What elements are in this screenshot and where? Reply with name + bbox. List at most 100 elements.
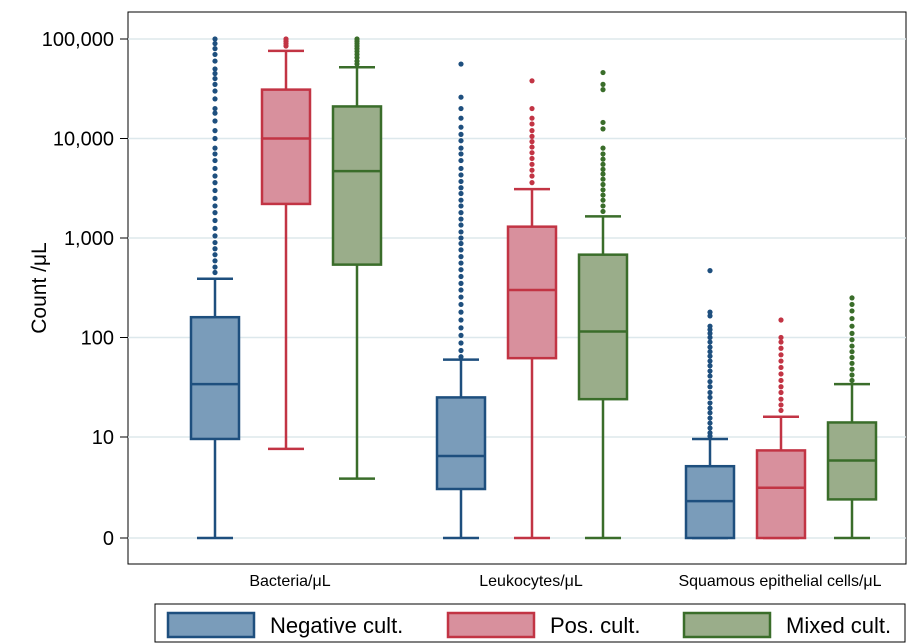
outlier-point	[458, 138, 464, 144]
outlier-point	[707, 363, 713, 369]
outlier-point	[600, 156, 606, 162]
outlier-point	[458, 273, 464, 280]
outlier-point	[529, 180, 535, 186]
y-tick-label: 100,000	[42, 29, 114, 51]
y-tick-label: 10,000	[53, 129, 114, 151]
outlier-point	[600, 126, 606, 132]
outlier-point	[458, 247, 464, 253]
outlier-point	[707, 379, 713, 385]
outlier-point	[529, 155, 535, 162]
legend: Negative cult. Pos. cult. Mixed cult.	[154, 603, 906, 643]
outlier-point	[849, 366, 855, 372]
outlier-point	[849, 315, 855, 322]
outlier-point	[529, 128, 535, 134]
box-negative-cult-cat-2	[684, 268, 736, 540]
outlier-point	[458, 294, 464, 300]
outlier-point	[778, 364, 784, 371]
outlier-point	[600, 192, 606, 198]
outlier-point	[849, 343, 855, 349]
legend-swatch	[166, 611, 256, 639]
outlier-point	[778, 384, 784, 390]
outlier-point	[212, 252, 218, 258]
outlier-point	[849, 308, 855, 314]
outlier-point	[600, 119, 606, 126]
outlier-point	[778, 345, 784, 351]
y-axis-title: Count /μL	[28, 242, 51, 334]
outlier-point	[458, 115, 464, 121]
outlier-point	[458, 340, 464, 346]
outlier-point	[778, 358, 784, 364]
outlier-point	[778, 371, 784, 377]
outlier-point	[529, 78, 535, 84]
outlier-point	[458, 61, 464, 67]
outlier-point	[778, 389, 784, 396]
outlier-point	[458, 254, 464, 260]
legend-swatch	[682, 611, 772, 639]
outlier-point	[600, 197, 606, 203]
outlier-point	[529, 150, 535, 156]
outlier-point	[529, 167, 535, 173]
outlier-point	[212, 51, 218, 58]
outlier-point	[600, 171, 606, 177]
outlier-point	[458, 280, 464, 286]
outlier-point	[707, 384, 713, 390]
box-pos-cult-cat-2	[755, 317, 807, 540]
outlier-point	[458, 229, 464, 235]
box-mixed-cult-cat-2	[826, 295, 878, 540]
outlier-point	[212, 88, 218, 94]
outlier-point	[849, 301, 855, 308]
outlier-point	[212, 145, 218, 151]
outlier-point	[778, 396, 784, 402]
outlier-point	[458, 317, 464, 323]
box-mixed-cult-cat-1	[577, 69, 629, 540]
outlier-point	[600, 181, 606, 188]
outlier-point	[458, 185, 464, 191]
outlier-point	[849, 360, 855, 366]
outlier-point	[707, 373, 713, 379]
outlier-point	[458, 190, 464, 197]
outlier-point	[529, 144, 535, 150]
outlier-point	[212, 81, 218, 87]
y-tick-label: 10	[92, 427, 114, 449]
outlier-point	[600, 166, 606, 172]
outlier-point	[458, 172, 464, 178]
outlier-point	[707, 268, 713, 274]
outlier-point	[212, 203, 218, 209]
outlier-point	[778, 407, 784, 414]
outlier-point	[458, 94, 464, 100]
outlier-point	[707, 405, 713, 411]
outlier-point	[707, 368, 713, 374]
outlier-point	[458, 124, 464, 130]
outlier-point	[458, 178, 464, 185]
outlier-point	[212, 96, 218, 102]
outlier-point	[707, 394, 713, 401]
outlier-point	[212, 36, 218, 42]
outlier-point	[458, 332, 464, 338]
outlier-point	[458, 260, 464, 266]
outlier-point	[212, 225, 218, 231]
outlier-point	[458, 309, 464, 315]
iqr-box	[435, 396, 487, 491]
outlier-point	[529, 115, 535, 121]
iqr-box	[506, 225, 558, 360]
outlier-point	[529, 105, 535, 112]
outlier-point	[778, 352, 784, 358]
outlier-point	[212, 58, 218, 64]
outlier-point	[529, 133, 535, 139]
outlier-point	[849, 330, 855, 336]
box-negative-cult-cat-1	[435, 61, 487, 540]
outlier-point	[778, 334, 784, 341]
outlier-point	[458, 145, 464, 151]
outlier-point	[707, 344, 713, 350]
outlier-point	[529, 173, 535, 179]
legend-label: Mixed cult.	[786, 613, 891, 638]
outlier-point	[707, 358, 713, 364]
outlier-point	[458, 197, 464, 203]
box-mixed-cult-cat-0	[331, 36, 383, 480]
outlier-point	[849, 349, 855, 355]
x-category-label: Leukocytes/μL	[479, 573, 583, 590]
outlier-point	[849, 295, 855, 301]
outlier-point	[212, 233, 218, 239]
outlier-point	[778, 402, 784, 408]
iqr-box	[577, 253, 629, 401]
